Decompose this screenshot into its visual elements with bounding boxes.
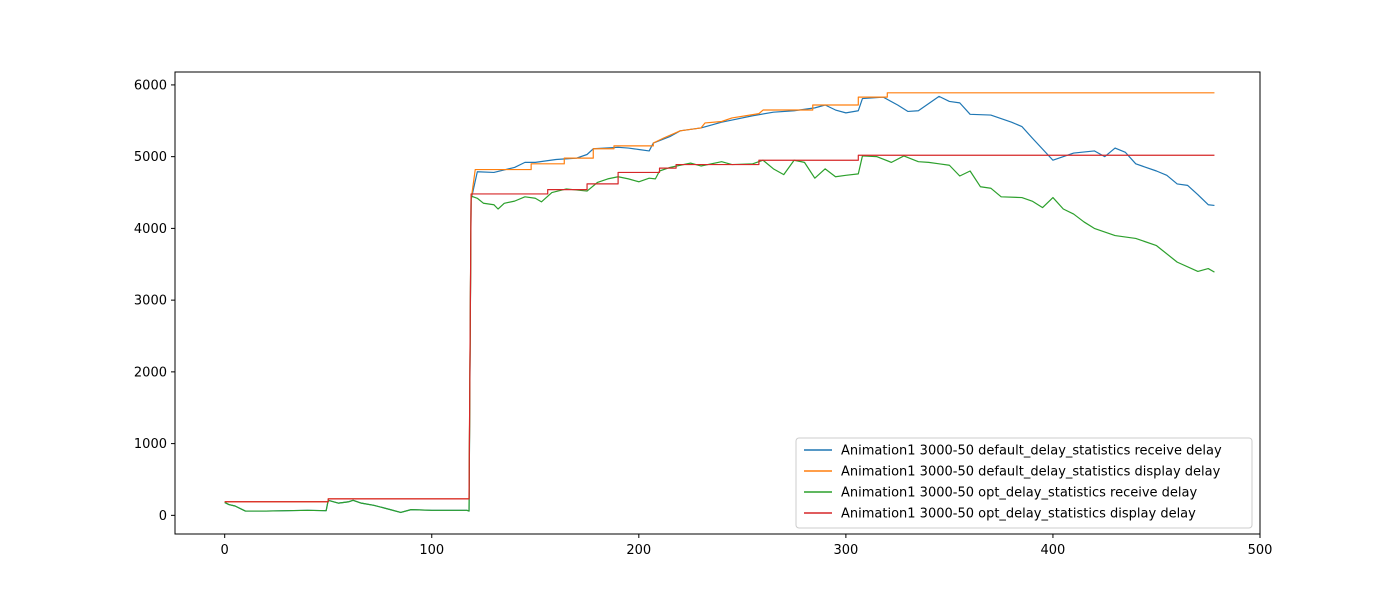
plot-frame [174,71,1261,535]
y-tick-label: 3000 [134,294,167,309]
legend-label: Animation1 3000-50 opt_delay_statistics … [841,486,1197,501]
x-tick-label: 400 [1041,543,1066,558]
x-axis-ticks: 0 100 200 300 400 500 [221,534,1273,558]
legend-label: Animation1 3000-50 default_delay_statist… [841,444,1222,459]
series-line-2 [224,92,1215,503]
y-tick-label: 2000 [134,365,167,380]
x-tick-label: 200 [626,543,651,558]
legend-box [795,437,1253,529]
legend: Animation1 3000-50 default_delay_statist… [795,437,1253,529]
legend-label: Animation1 3000-50 opt_delay_statistics … [841,507,1196,522]
y-tick-label: 6000 [134,78,167,93]
y-tick-label: 4000 [134,222,167,237]
x-tick-label: 500 [1248,543,1273,558]
y-tick-label: 5000 [134,150,167,165]
series-layer [224,92,1215,514]
x-tick-label: 300 [833,543,858,558]
x-tick-label: 100 [419,543,444,558]
y-tick-label: 1000 [134,437,167,452]
y-axis-ticks: 0 1000 2000 3000 4000 5000 6000 [134,78,175,524]
y-tick-label: 0 [159,509,167,524]
legend-label: Animation1 3000-50 default_delay_statist… [841,465,1221,480]
x-tick-label: 0 [221,543,229,558]
series-line-3 [224,155,1215,514]
series-line-4 [224,154,1215,503]
